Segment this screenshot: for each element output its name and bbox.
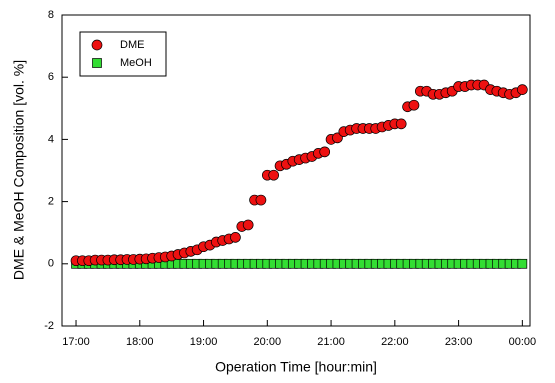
x-tick-label: 23:00 <box>445 336 473 348</box>
point <box>395 118 407 130</box>
y-tick-label: 4 <box>48 133 54 145</box>
point <box>332 132 343 144</box>
point <box>319 146 331 158</box>
x-tick-label: 21:00 <box>317 336 345 348</box>
legend-label: DME <box>120 39 144 51</box>
point <box>255 194 267 206</box>
x-axis-title: Operation Time [hour:min] <box>215 359 377 375</box>
point <box>516 84 528 95</box>
y-tick-label: 6 <box>48 71 54 83</box>
legend-marker <box>91 39 103 51</box>
point <box>242 219 254 231</box>
x-tick-label: 17:00 <box>62 336 90 348</box>
y-axis-title: DME & MeOH Composition [vol. %] <box>11 60 27 280</box>
x-tick-label: 20:00 <box>254 336 282 348</box>
plot-frame <box>61 14 531 327</box>
y-tick-label: 2 <box>48 196 54 208</box>
y-tick-label: 8 <box>48 9 54 21</box>
legend-label: MeOH <box>120 57 152 69</box>
y-tick-label: 0 <box>48 258 54 270</box>
y-tick-label: -2 <box>44 320 54 332</box>
legend-marker <box>92 58 102 68</box>
x-tick-label: 22:00 <box>381 336 409 348</box>
point <box>408 99 420 111</box>
point <box>517 258 528 269</box>
legend-box <box>79 31 167 77</box>
x-tick-label: 18:00 <box>126 336 154 348</box>
point <box>230 232 241 243</box>
point <box>268 169 280 181</box>
x-tick-label: 19:00 <box>190 336 218 348</box>
x-tick-label: 00:00 <box>509 336 537 348</box>
